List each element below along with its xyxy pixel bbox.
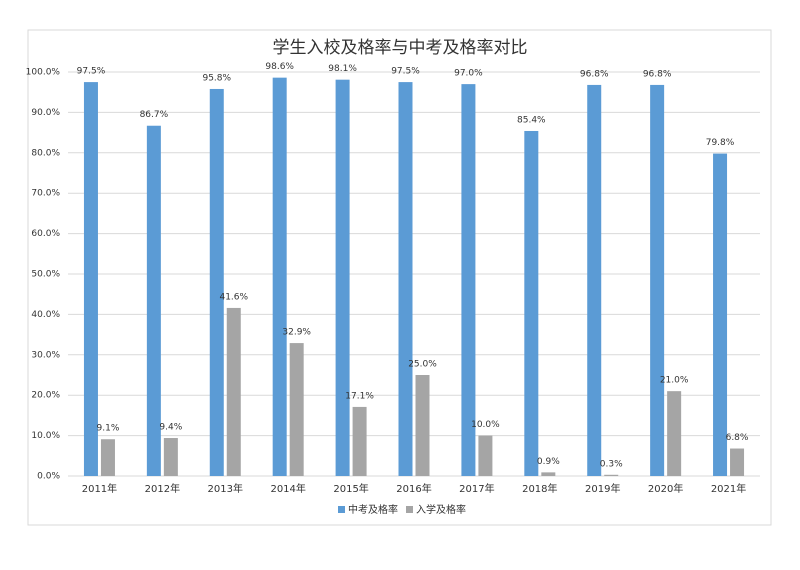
value-label: 21.0% (660, 376, 689, 386)
value-label: 32.9% (282, 328, 311, 338)
value-label: 97.5% (391, 67, 420, 77)
y-tick-label: 90.0% (31, 108, 60, 118)
y-tick-label: 0.0% (37, 472, 60, 482)
bar (541, 472, 556, 476)
bar (587, 84, 602, 476)
bar (272, 77, 287, 476)
x-tick-label: 2012年 (145, 482, 180, 495)
bar (83, 82, 98, 476)
bar (667, 391, 682, 476)
value-label: 95.8% (202, 73, 231, 83)
x-tick-label: 2013年 (208, 482, 243, 495)
bar (730, 448, 745, 476)
bar (209, 88, 224, 476)
bar (226, 307, 241, 476)
value-label: 97.0% (454, 69, 483, 79)
x-tick-label: 2020年 (648, 482, 683, 495)
y-tick-label: 100.0% (26, 68, 61, 78)
chart-title: 学生入校及格率与中考及格率对比 (273, 38, 528, 58)
x-tick-label: 2014年 (270, 482, 305, 495)
value-label: 41.6% (219, 292, 248, 302)
value-label: 97.5% (77, 67, 106, 77)
value-label: 0.3% (600, 459, 623, 469)
x-tick-label: 2011年 (82, 482, 117, 495)
bar (100, 439, 115, 476)
value-label: 86.7% (140, 110, 169, 120)
value-label: 9.1% (97, 424, 120, 434)
value-label: 98.6% (265, 62, 294, 72)
x-tick-label: 2018年 (522, 482, 557, 495)
bar (146, 125, 161, 477)
x-tick-label: 2017年 (459, 482, 494, 495)
legend-label: 中考及格率 (348, 503, 398, 516)
bar (604, 474, 619, 476)
y-tick-label: 50.0% (31, 270, 60, 280)
value-label: 6.8% (726, 433, 749, 443)
bar (415, 375, 430, 476)
bar (335, 79, 350, 477)
bar (650, 84, 665, 476)
value-label: 98.1% (328, 64, 357, 74)
x-tick-label: 2019年 (585, 482, 620, 495)
bar (289, 343, 304, 476)
legend-swatch (338, 506, 345, 513)
bar (398, 82, 413, 476)
x-tick-label: 2015年 (333, 482, 368, 495)
bar (524, 130, 539, 476)
y-tick-label: 60.0% (31, 229, 60, 239)
y-tick-label: 80.0% (31, 148, 60, 158)
y-tick-label: 70.0% (31, 189, 60, 199)
x-tick-label: 2021年 (711, 482, 746, 495)
y-tick-label: 30.0% (31, 350, 60, 360)
bar (163, 438, 178, 476)
bar (352, 406, 367, 476)
value-label: 0.9% (537, 457, 560, 467)
legend-swatch (406, 506, 413, 513)
y-tick-label: 20.0% (31, 391, 60, 401)
bar (461, 84, 476, 477)
value-label: 10.0% (471, 420, 500, 430)
value-label: 25.0% (408, 360, 437, 370)
value-label: 9.4% (159, 423, 182, 433)
y-tick-label: 10.0% (31, 431, 60, 441)
value-label: 96.8% (643, 69, 672, 79)
value-label: 85.4% (517, 115, 546, 125)
y-tick-label: 40.0% (31, 310, 60, 320)
value-label: 17.1% (345, 391, 374, 401)
value-label: 79.8% (706, 138, 735, 148)
x-tick-label: 2016年 (396, 482, 431, 495)
value-label: 96.8% (580, 69, 609, 79)
legend-label: 入学及格率 (416, 503, 466, 516)
bar (478, 435, 493, 476)
bar (713, 153, 728, 476)
